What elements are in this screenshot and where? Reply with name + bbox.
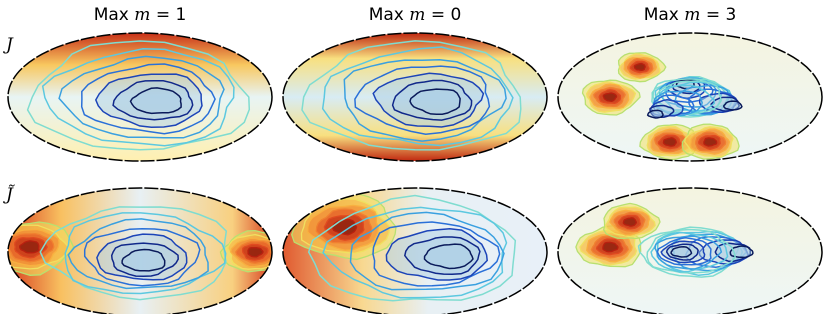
column-title: Max m = 1 <box>94 5 187 25</box>
map-field <box>558 188 822 314</box>
contour <box>723 100 743 111</box>
title-var: m <box>684 5 700 25</box>
contour <box>349 211 505 291</box>
map-outline <box>7 32 273 162</box>
contour <box>39 206 228 301</box>
title-var: m <box>134 5 150 25</box>
contour <box>58 55 225 139</box>
contour <box>622 217 637 227</box>
map-panel <box>282 32 548 162</box>
map-panel <box>557 32 823 162</box>
contour <box>332 218 358 236</box>
contour <box>129 87 182 115</box>
map-outline <box>7 187 273 314</box>
contour <box>343 58 507 142</box>
title-eq: = 0 <box>431 5 461 25</box>
contour <box>26 40 251 151</box>
contour <box>403 236 481 275</box>
contour <box>602 92 618 102</box>
title-text: Max <box>644 5 679 25</box>
map-panel <box>7 187 273 314</box>
title-text: Max <box>94 5 129 25</box>
contour <box>423 243 474 270</box>
contour <box>670 246 693 258</box>
contour <box>18 240 40 254</box>
contour <box>83 228 201 287</box>
contour <box>307 194 517 302</box>
contour <box>94 73 203 129</box>
contour <box>637 226 741 278</box>
row-label: J <box>3 35 14 55</box>
contour <box>409 88 461 115</box>
title-var: m <box>409 5 425 25</box>
map-field <box>8 33 272 161</box>
map-background <box>8 33 272 161</box>
title-eq: = 1 <box>156 5 186 25</box>
contour <box>301 40 522 151</box>
map-panel <box>557 187 823 314</box>
contour <box>656 236 712 266</box>
contour <box>112 79 194 121</box>
map-panel <box>282 187 548 314</box>
column-title: Max m = 0 <box>369 5 462 25</box>
row-label: J̃ <box>3 185 16 205</box>
contour <box>646 109 664 119</box>
panels <box>7 32 823 314</box>
map-field <box>558 33 822 161</box>
contour <box>633 62 646 72</box>
map-outline <box>282 187 548 314</box>
contour <box>67 218 209 290</box>
contour <box>80 63 216 135</box>
contour <box>321 46 514 147</box>
map-field <box>283 33 547 161</box>
contour <box>372 221 501 287</box>
contour <box>322 206 508 299</box>
title-eq: = 3 <box>706 5 736 25</box>
map-outline <box>557 187 823 314</box>
column-title: Max m = 3 <box>644 5 737 25</box>
contour <box>662 137 677 147</box>
contour <box>41 48 235 147</box>
map-outline <box>282 32 548 162</box>
contour <box>247 246 264 258</box>
contour <box>121 248 166 272</box>
contour <box>354 65 491 135</box>
contour <box>646 228 737 274</box>
contour <box>602 241 619 253</box>
contour <box>372 72 485 128</box>
contour <box>729 245 754 259</box>
map-field <box>283 188 547 314</box>
contour <box>64 212 227 295</box>
map-outline <box>557 32 823 162</box>
map-panel <box>7 32 273 162</box>
contour <box>650 231 729 273</box>
title-text: Max <box>369 5 404 25</box>
contour <box>703 137 718 147</box>
